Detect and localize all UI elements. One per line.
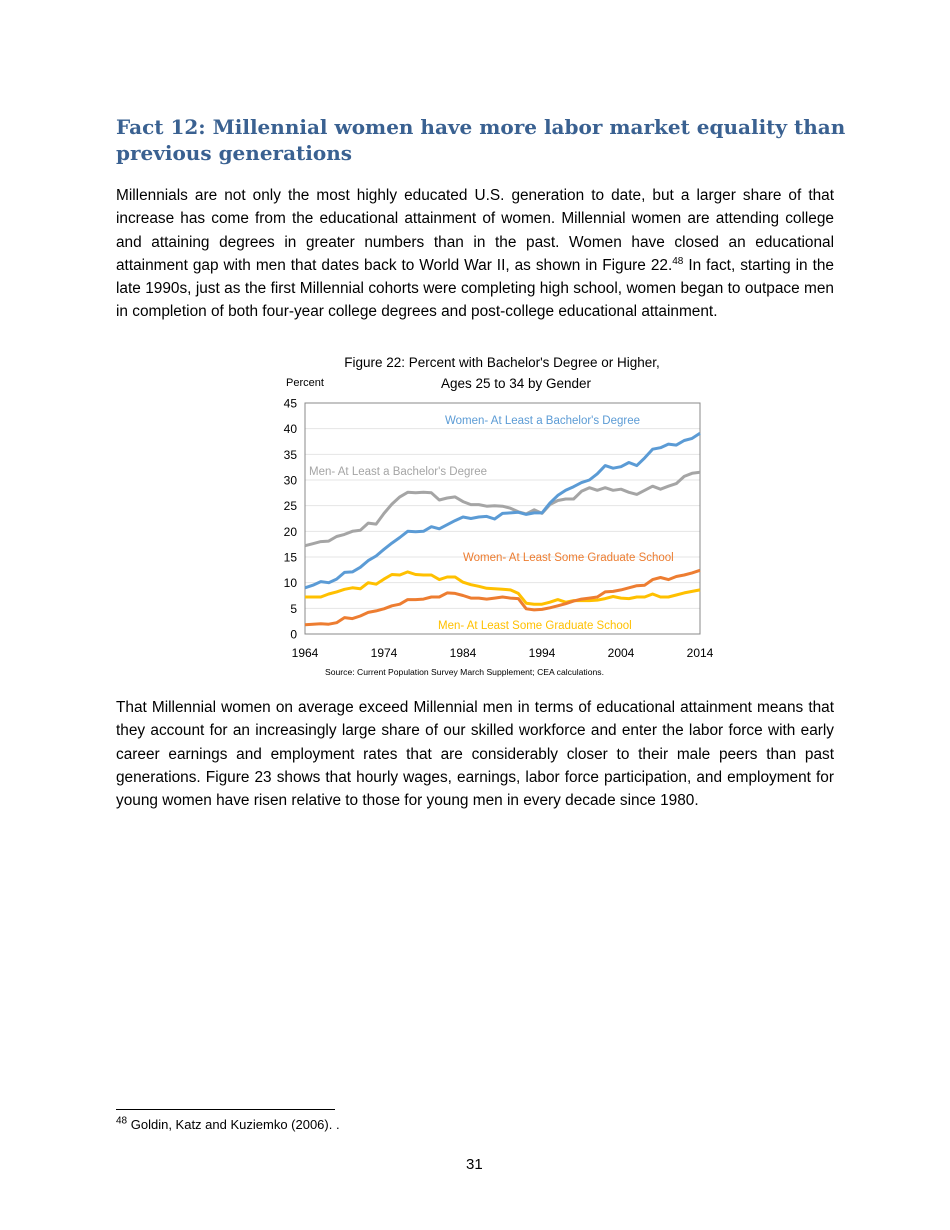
x-tick-label: 1964 xyxy=(292,646,319,660)
y-tick-label: 40 xyxy=(284,422,298,436)
y-tick-label: 20 xyxy=(284,525,298,539)
series-label-women-bachelors: Women- At Least a Bachelor's Degree xyxy=(445,415,640,427)
y-tick-label: 0 xyxy=(290,628,297,642)
series-line-men-at-least-a-bachelor-s-degree xyxy=(304,470,701,548)
footnote-reference[interactable]: 48 xyxy=(672,255,684,267)
series-line-women-at-least-a-bachelor-s-degree xyxy=(304,432,701,590)
series-label-men-grad: Men- At Least Some Graduate School xyxy=(438,620,632,632)
y-tick-label: 25 xyxy=(284,499,298,513)
page-number: 31 xyxy=(466,1156,483,1173)
y-tick-label: 45 xyxy=(284,397,298,411)
y-tick-label: 30 xyxy=(284,474,298,488)
footnote: 48 Goldin, Katz and Kuziemko (2006). . xyxy=(116,1115,340,1132)
y-tick-label: 10 xyxy=(284,576,298,590)
x-tick-label: 1974 xyxy=(371,646,398,660)
body-paragraph: That Millennial women on average exceed … xyxy=(116,699,834,810)
y-tick-label: 15 xyxy=(284,551,298,565)
x-tick-label: 2004 xyxy=(608,646,635,660)
footnote-divider xyxy=(116,1109,335,1110)
section-heading: Fact 12: Millennial women have more labo… xyxy=(116,115,846,165)
figure-22-chart: Figure 22: Percent with Bachelor's Degre… xyxy=(284,355,714,677)
paragraph-text: Millennials are not only the most highly… xyxy=(116,187,834,274)
x-tick-label: 2014 xyxy=(687,646,714,660)
chart-subtitle: Ages 25 to 34 by Gender xyxy=(441,376,592,391)
footnote-text: Goldin, Katz and Kuziemko (2006). . xyxy=(127,1117,340,1132)
y-tick-label: 35 xyxy=(284,448,298,462)
paragraph-text: In fact, starting in the late 1990s, jus… xyxy=(116,256,834,321)
plot-area-border xyxy=(304,402,701,635)
series-line-women-at-least-some-graduate-school xyxy=(304,568,701,627)
chart-title: Figure 22: Percent with Bachelor's Degre… xyxy=(344,355,659,370)
series-label-women-grad: Women- At Least Some Graduate School xyxy=(463,552,674,564)
y-tick-label: 5 xyxy=(290,602,297,616)
x-tick-label: 1984 xyxy=(450,646,477,660)
footnote-number: 48 xyxy=(116,1115,128,1127)
x-tick-label: 1994 xyxy=(529,646,556,660)
series-label-men-bachelors: Men- At Least a Bachelor's Degree xyxy=(309,466,487,478)
y-axis-label: Percent xyxy=(286,377,324,389)
intro-paragraph: Millennials are not only the most highly… xyxy=(116,184,834,324)
series-line-men-at-least-some-graduate-school xyxy=(305,570,701,606)
chart-source: Source: Current Population Survey March … xyxy=(325,667,604,677)
